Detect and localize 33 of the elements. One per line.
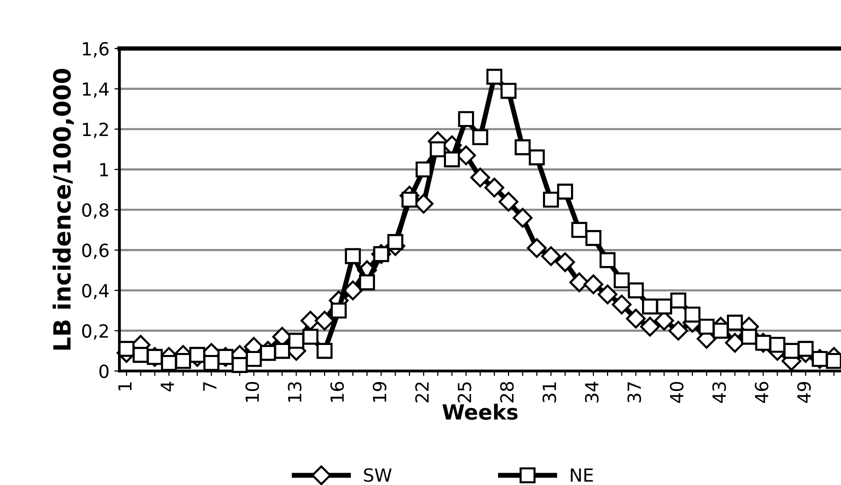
x-tick-label: 1: [118, 382, 132, 390]
y-axis-title: LB incidence/100,000: [52, 68, 74, 350]
x-tick-label: 46: [754, 382, 768, 403]
x-axis-title: Weeks: [442, 404, 518, 420]
x-tick-label: 4: [160, 382, 174, 392]
y-tick-label: 1,4: [82, 82, 109, 98]
point: [500, 82, 516, 99]
x-tick-label: 40: [670, 382, 684, 403]
x-tick-label: 16: [330, 382, 344, 402]
x-tick-label: 25: [458, 382, 472, 402]
x-tick-label: 10: [245, 382, 260, 402]
y-tick-label: 0,4: [82, 284, 109, 300]
y-tick-label: 0: [99, 364, 108, 378]
y-tick-label: 0,2: [82, 324, 108, 340]
point: [486, 68, 502, 85]
legend-label: SW: [364, 468, 392, 482]
x-tick-label: 49: [797, 382, 811, 403]
y-tick-label: 0,6: [82, 244, 109, 260]
x-tick-label: 13: [288, 382, 302, 402]
y-tick-label: 0,8: [82, 203, 108, 219]
legend-label: NE: [570, 468, 593, 482]
y-tick-label: 1,2: [82, 122, 108, 138]
point: [458, 111, 474, 128]
x-tick-label: 43: [712, 382, 726, 403]
x-tick-label: 37: [627, 382, 642, 402]
x-tick-label: 31: [542, 382, 556, 402]
y-tick-label: 1,6: [82, 42, 109, 58]
x-tick-label: 34: [584, 382, 599, 402]
y-tick-label: 1: [100, 163, 108, 176]
x-tick-label: 22: [415, 382, 429, 402]
x-tick-label: 19: [372, 382, 386, 402]
x-tick-label: 7: [203, 382, 216, 391]
x-tick-label: 28: [500, 382, 514, 402]
